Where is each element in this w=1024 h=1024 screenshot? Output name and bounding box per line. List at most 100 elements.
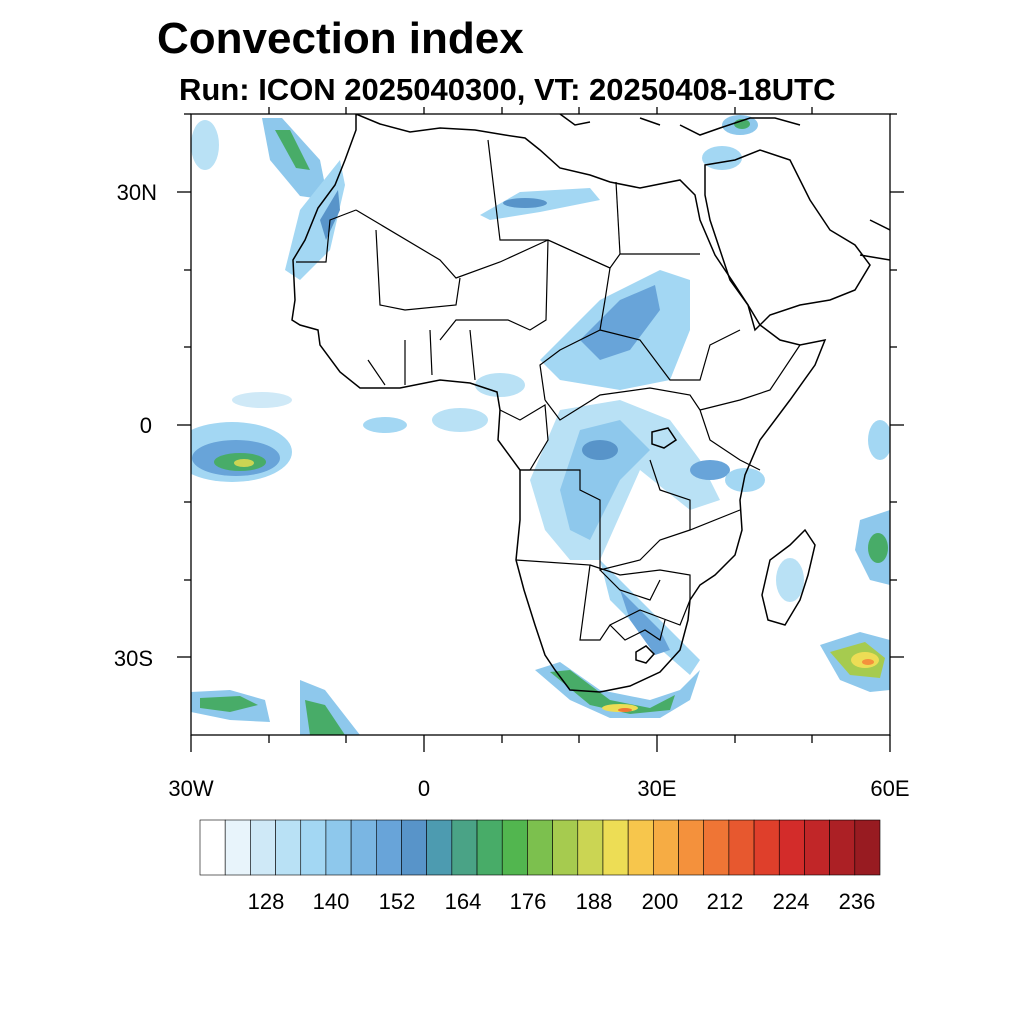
colorbar-box — [728, 819, 755, 876]
colorbar-box — [703, 819, 730, 876]
lesotho — [635, 645, 656, 664]
colorbar-box — [300, 819, 327, 876]
colorbar-box — [854, 819, 881, 876]
convection-blob — [232, 392, 292, 408]
border — [544, 387, 701, 421]
europe-coastline — [559, 114, 801, 136]
border — [699, 409, 761, 471]
convection-blob — [618, 708, 632, 712]
convection-blob — [503, 198, 547, 208]
lake-victoria — [651, 427, 678, 449]
convection-blob — [702, 146, 742, 170]
colorbar-box — [199, 819, 226, 876]
border — [439, 239, 549, 341]
convection-blob — [275, 130, 310, 170]
map-subtitle: Run: ICON 2025040300, VT: 20250408-18UTC — [179, 72, 836, 107]
colorbar-box — [602, 819, 629, 876]
border — [487, 139, 611, 301]
border — [599, 329, 741, 381]
convection-blob — [285, 160, 345, 280]
colorbar-box — [653, 819, 679, 876]
convection-blob — [200, 696, 258, 712]
convection-blob — [191, 120, 219, 170]
colorbar-box — [778, 819, 805, 876]
coastlines — [291, 114, 890, 693]
colorbar-box — [250, 819, 276, 876]
madagascar-coastline — [761, 528, 816, 626]
africa-coastline — [291, 114, 827, 693]
lon-label-0: 0 — [417, 776, 431, 801]
border — [589, 564, 691, 600]
convection-blob — [234, 459, 254, 467]
convection-blob — [868, 420, 890, 460]
colorbar-box — [753, 819, 780, 876]
convection-blob — [432, 408, 488, 432]
arabia-coastline — [704, 149, 871, 332]
colorbar-label: 188 — [575, 889, 613, 914]
colorbar-box — [476, 819, 503, 876]
border — [375, 229, 461, 311]
convection-blob — [530, 400, 720, 560]
border — [599, 569, 661, 601]
convection-blob — [363, 417, 407, 433]
colorbar-label: 200 — [641, 889, 679, 914]
colorbar-box — [552, 819, 579, 876]
colorbar-label: 152 — [378, 889, 416, 914]
lon-label-60e: 60E — [870, 776, 910, 801]
colorbar-box — [627, 819, 654, 876]
convection-blob — [868, 533, 888, 563]
lon-label-30e: 30E — [637, 776, 677, 801]
colorbar-label: 164 — [444, 889, 482, 914]
colorbar-box — [451, 819, 478, 876]
colorbar-box — [501, 819, 528, 876]
border — [649, 459, 691, 530]
lat-label-30n: 30N — [116, 180, 157, 205]
border — [615, 181, 621, 255]
colorbar-label: 140 — [312, 889, 350, 914]
colorbar-box — [426, 819, 453, 876]
convection-blob — [582, 440, 618, 460]
colorbar-box — [829, 819, 856, 876]
convection-blob — [580, 285, 660, 360]
colorbar-box — [375, 819, 402, 876]
convection-blob — [305, 700, 345, 735]
axis-ticks — [177, 107, 904, 752]
colorbar-box — [678, 819, 705, 876]
convection-blob — [862, 659, 874, 665]
iran-coastline — [859, 219, 890, 261]
lat-label-30s: 30S — [113, 646, 153, 671]
colorbar-box — [527, 819, 553, 876]
lat-label-0: 0 — [139, 413, 152, 438]
colorbar — [199, 819, 881, 876]
colorbar-box — [275, 819, 302, 876]
border — [296, 209, 357, 263]
colorbar-box — [401, 819, 427, 876]
colorbar-box — [577, 819, 604, 876]
colorbar-label: 128 — [247, 889, 285, 914]
convection-blob — [475, 373, 525, 397]
colorbar-label: 224 — [772, 889, 810, 914]
border — [515, 559, 691, 641]
convection-field — [191, 115, 890, 735]
country-borders — [296, 139, 801, 641]
colorbar-label: 236 — [838, 889, 876, 914]
map-title: Convection index — [157, 14, 524, 63]
lon-label-30w: 30W — [168, 776, 214, 801]
colorbar-box — [804, 819, 830, 876]
convection-blob — [550, 670, 675, 714]
convection-blob — [600, 560, 700, 675]
border — [699, 344, 801, 411]
convection-blob — [776, 558, 804, 602]
border — [355, 209, 700, 279]
colorbar-box — [350, 819, 377, 876]
convection-blob — [690, 460, 730, 480]
border — [367, 329, 476, 386]
convection-blob — [320, 190, 340, 240]
convection-blob — [725, 468, 765, 492]
colorbar-box — [325, 819, 352, 876]
border — [539, 299, 606, 401]
colorbar-box — [224, 819, 251, 876]
colorbar-label: 212 — [706, 889, 744, 914]
colorbar-label: 176 — [509, 889, 547, 914]
